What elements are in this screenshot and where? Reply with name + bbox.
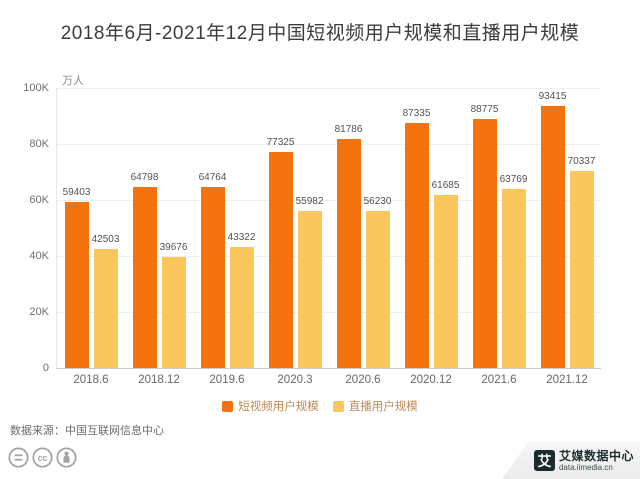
short-video-bar-2021.12 bbox=[540, 106, 565, 368]
x-axis-tick-label: 2018.12 bbox=[138, 374, 180, 386]
value-label: 64764 bbox=[198, 171, 227, 183]
short-video-bar-2018.6 bbox=[64, 201, 89, 368]
live-bar-2018.6 bbox=[93, 249, 118, 368]
value-label: 63769 bbox=[499, 174, 528, 186]
gridline-40K bbox=[57, 256, 601, 257]
live-bar-2020.6 bbox=[365, 210, 390, 368]
x-axis-tick-label: 2021.12 bbox=[546, 374, 588, 386]
brand-name: 艾媒数据中心 bbox=[558, 448, 634, 463]
y-axis-tick-label: 40K bbox=[29, 250, 49, 262]
gridline-60K bbox=[57, 200, 601, 201]
cc-license-icon[interactable]: cc bbox=[32, 447, 53, 468]
brand-text: 艾媒数据中心 data.iimedia.cn bbox=[558, 448, 634, 472]
y-axis-tick-label: 100K bbox=[23, 82, 49, 94]
attribution-icon[interactable] bbox=[56, 447, 77, 468]
chart-legend: 短视频用户规模 直播用户规模 bbox=[0, 398, 640, 414]
live-bar-2020.3 bbox=[297, 211, 322, 368]
value-label: 42503 bbox=[91, 234, 120, 245]
live-bar-2018.12 bbox=[161, 256, 186, 368]
legend-item: 直播用户规模 bbox=[332, 398, 418, 414]
value-label: 56230 bbox=[363, 195, 392, 207]
x-axis-tick-label: 2018.6 bbox=[73, 374, 109, 386]
value-label: 43322 bbox=[227, 231, 256, 243]
y-axis-tick-label: 0 bbox=[42, 362, 49, 374]
value-label: 39676 bbox=[159, 241, 188, 253]
data-source-note: 数据来源：中国互联网信息中心 bbox=[10, 425, 164, 437]
gridline-100K bbox=[57, 88, 601, 89]
short-video-bar-2020.3 bbox=[268, 151, 293, 368]
value-label: 61685 bbox=[431, 180, 460, 192]
legend-swatch-icon bbox=[332, 400, 344, 412]
chart-title: 2018年6月-2021年12月中国短视频用户规模和直播用户规模 bbox=[60, 23, 580, 44]
iimedia-logo-icon: 艾 bbox=[533, 450, 555, 471]
legend-swatch-icon bbox=[222, 400, 234, 412]
value-label: 77325 bbox=[266, 136, 295, 148]
plot-area: 0 20K 40K 60K 80K 100K 59403 42503 2018.6 64798 39… bbox=[23, 82, 601, 386]
live-bar-2021.12 bbox=[569, 171, 594, 368]
legend-label: 短视频用户规模 bbox=[238, 401, 319, 413]
brand-site-url: data.iimedia.cn bbox=[558, 462, 613, 472]
value-label: 93415 bbox=[538, 91, 567, 103]
brand-banner[interactable]: 艾 艾媒数据中心 data.iimedia.cn bbox=[502, 442, 640, 479]
value-label: 81786 bbox=[334, 124, 363, 135]
live-bar-2020.12 bbox=[433, 195, 458, 368]
short-video-bar-2018.12 bbox=[132, 186, 157, 368]
y-axis-tick-label: 80K bbox=[29, 138, 49, 150]
value-label: 64798 bbox=[130, 171, 159, 183]
value-label: 88775 bbox=[470, 104, 499, 116]
x-axis-tick-label: 2020.12 bbox=[410, 374, 452, 386]
equals-license-icon[interactable] bbox=[8, 447, 29, 468]
y-axis-tick-label: 20K bbox=[29, 306, 49, 318]
gridline-80K bbox=[57, 144, 601, 145]
short-video-bar-2020.12 bbox=[404, 123, 429, 368]
y-axis-tick-label: 60K bbox=[29, 194, 49, 206]
legend-label: 直播用户规模 bbox=[348, 401, 418, 413]
short-video-bar-2019.6 bbox=[200, 186, 225, 368]
value-label: 87335 bbox=[402, 108, 431, 120]
x-axis-tick-label: 2019.6 bbox=[209, 374, 245, 386]
gridline-20K bbox=[57, 312, 601, 313]
value-label: 55982 bbox=[295, 196, 324, 208]
live-bar-2021.6 bbox=[501, 189, 526, 368]
legend-item: 短视频用户规模 bbox=[222, 398, 319, 414]
live-bar-2019.6 bbox=[229, 246, 254, 368]
x-axis-tick-label: 2020.3 bbox=[277, 374, 313, 386]
short-video-bar-2021.6 bbox=[472, 119, 497, 368]
x-axis-tick-label: 2021.6 bbox=[481, 374, 517, 386]
value-label: 59403 bbox=[62, 186, 91, 198]
license-icons: cc bbox=[8, 447, 77, 468]
svg-text:cc: cc bbox=[38, 453, 48, 463]
logo-character: 艾 bbox=[537, 452, 552, 469]
y-axis-unit-label: 万人 bbox=[62, 75, 84, 87]
x-axis-tick-label: 2020.6 bbox=[345, 374, 381, 386]
short-video-bar-2020.6 bbox=[336, 139, 361, 368]
value-label: 70337 bbox=[567, 156, 596, 168]
